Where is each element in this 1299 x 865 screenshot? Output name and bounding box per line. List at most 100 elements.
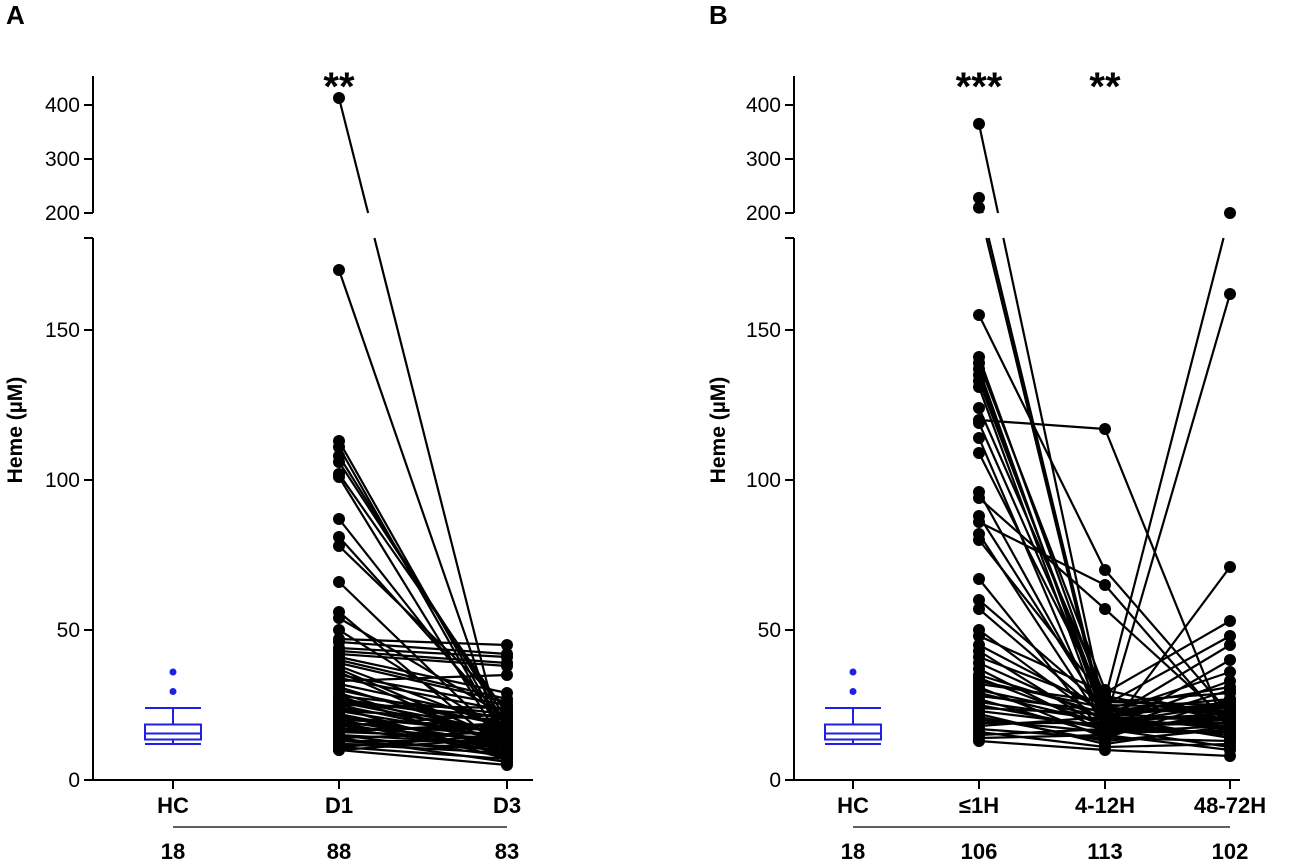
sample-size-label: 106 bbox=[961, 839, 998, 864]
paired-line bbox=[373, 237, 509, 763]
paired-line bbox=[338, 733, 508, 749]
paired-line bbox=[978, 634, 1106, 695]
paired-lines bbox=[337, 97, 509, 767]
data-point-4-12h bbox=[1099, 711, 1111, 723]
y-tick-label: 50 bbox=[57, 619, 80, 642]
paired-line bbox=[978, 655, 1106, 707]
paired-line bbox=[985, 237, 1107, 727]
data-points bbox=[973, 117, 1236, 762]
data-point-1h bbox=[973, 381, 985, 393]
box-outlier-point bbox=[169, 668, 177, 676]
paired-line bbox=[338, 676, 508, 713]
paired-line bbox=[338, 545, 508, 709]
data-point-d1 bbox=[333, 531, 345, 543]
x-category-label: D1 bbox=[325, 793, 353, 818]
paired-line bbox=[978, 661, 1106, 722]
paired-line bbox=[1104, 691, 1231, 704]
box-outlier-point bbox=[849, 688, 857, 695]
data-point-1h bbox=[973, 492, 985, 504]
data-point-d1 bbox=[333, 612, 345, 624]
y-tick-label: 200 bbox=[746, 202, 781, 225]
paired-line bbox=[338, 709, 508, 722]
data-point-4-12h bbox=[1099, 744, 1111, 756]
x-category-label: 48-72H bbox=[1194, 793, 1266, 818]
data-point-1h bbox=[973, 309, 985, 321]
paired-line bbox=[978, 515, 1106, 715]
data-point-d1 bbox=[333, 456, 345, 468]
sample-size-label: 102 bbox=[1212, 839, 1249, 864]
data-point-d1 bbox=[333, 264, 345, 276]
significance-marker: ** bbox=[323, 65, 355, 109]
data-point-d1 bbox=[333, 576, 345, 588]
paired-line bbox=[1104, 748, 1231, 758]
y-axis-label-b: Heme (µM) bbox=[707, 377, 730, 484]
y-tick-label: 0 bbox=[769, 769, 781, 792]
plot-panel-b: 0 50 100 150 200 300 400 HC 18 ≤1H 106 *** 4-12H 113 *… bbox=[746, 65, 1266, 864]
paired-line bbox=[977, 407, 1107, 697]
data-point-48-72h bbox=[1224, 288, 1236, 300]
data-point-d3 bbox=[501, 669, 513, 681]
paired-line bbox=[338, 661, 508, 704]
data-point-1h bbox=[973, 117, 985, 130]
y-tick-label: 200 bbox=[45, 202, 80, 225]
significance-marker: *** bbox=[956, 65, 1003, 109]
data-point-1h bbox=[973, 417, 985, 429]
paired-line bbox=[1103, 237, 1225, 700]
paired-line bbox=[1103, 428, 1232, 739]
paired-line bbox=[1104, 727, 1231, 749]
paired-line bbox=[338, 637, 508, 647]
paired-line bbox=[338, 736, 508, 752]
data-point-d1 bbox=[333, 441, 345, 453]
y-tick-label: 100 bbox=[746, 469, 781, 492]
paired-line bbox=[1104, 706, 1231, 713]
data-point-48-72h bbox=[1224, 207, 1236, 219]
data-point-1h bbox=[973, 573, 985, 585]
paired-line bbox=[1104, 712, 1231, 722]
data-point-48-72h bbox=[1224, 615, 1236, 627]
data-point-d3 bbox=[501, 732, 513, 744]
data-point-4-12h bbox=[1099, 603, 1111, 615]
paired-line bbox=[1104, 721, 1231, 737]
paired-line bbox=[338, 694, 508, 716]
data-points bbox=[333, 91, 513, 771]
paired-line bbox=[977, 123, 1000, 214]
y-tick-label: 50 bbox=[758, 619, 781, 642]
paired-line bbox=[978, 727, 1106, 737]
paired-line bbox=[978, 706, 1106, 716]
paired-line bbox=[338, 673, 508, 683]
data-point-d1 bbox=[333, 624, 345, 636]
paired-line bbox=[977, 362, 1107, 691]
data-point-1h bbox=[973, 735, 985, 747]
data-point-1h bbox=[973, 402, 985, 414]
data-point-4-12h bbox=[1099, 729, 1111, 741]
paired-lines bbox=[977, 123, 1232, 758]
data-point-d3 bbox=[501, 708, 513, 720]
paired-line bbox=[337, 97, 370, 214]
paired-line bbox=[338, 658, 508, 701]
sample-size-label: 88 bbox=[327, 839, 351, 864]
paired-line bbox=[978, 715, 1106, 728]
paired-line bbox=[978, 418, 1106, 431]
data-point-1h bbox=[973, 516, 985, 528]
data-point-1h bbox=[973, 432, 985, 444]
plot-panel-a: 0 50 100 150 200 300 400 HC 18 D1 88 ** D3 83 bbox=[45, 65, 533, 864]
x-category-label: ≤1H bbox=[959, 793, 999, 818]
paired-line bbox=[1104, 715, 1231, 740]
panel-label-b: B bbox=[709, 0, 728, 30]
data-point-1h bbox=[973, 630, 985, 642]
x-category-label: HC bbox=[157, 793, 189, 818]
paired-line bbox=[1104, 670, 1231, 716]
data-point-d1 bbox=[333, 513, 345, 525]
y-tick-label: 150 bbox=[746, 319, 781, 342]
data-point-d1 bbox=[333, 744, 345, 756]
data-point-d1 bbox=[333, 471, 345, 483]
paired-line bbox=[1103, 293, 1232, 724]
data-point-48-72h bbox=[1224, 561, 1236, 573]
data-point-48-72h bbox=[1224, 639, 1236, 651]
x-category-label: HC bbox=[837, 793, 869, 818]
data-point-4-12h bbox=[1099, 423, 1111, 435]
data-point-d3 bbox=[501, 741, 513, 753]
data-point-48-72h bbox=[1224, 630, 1236, 642]
y-tick-label: 300 bbox=[45, 148, 80, 171]
box-outlier-point bbox=[169, 688, 177, 695]
